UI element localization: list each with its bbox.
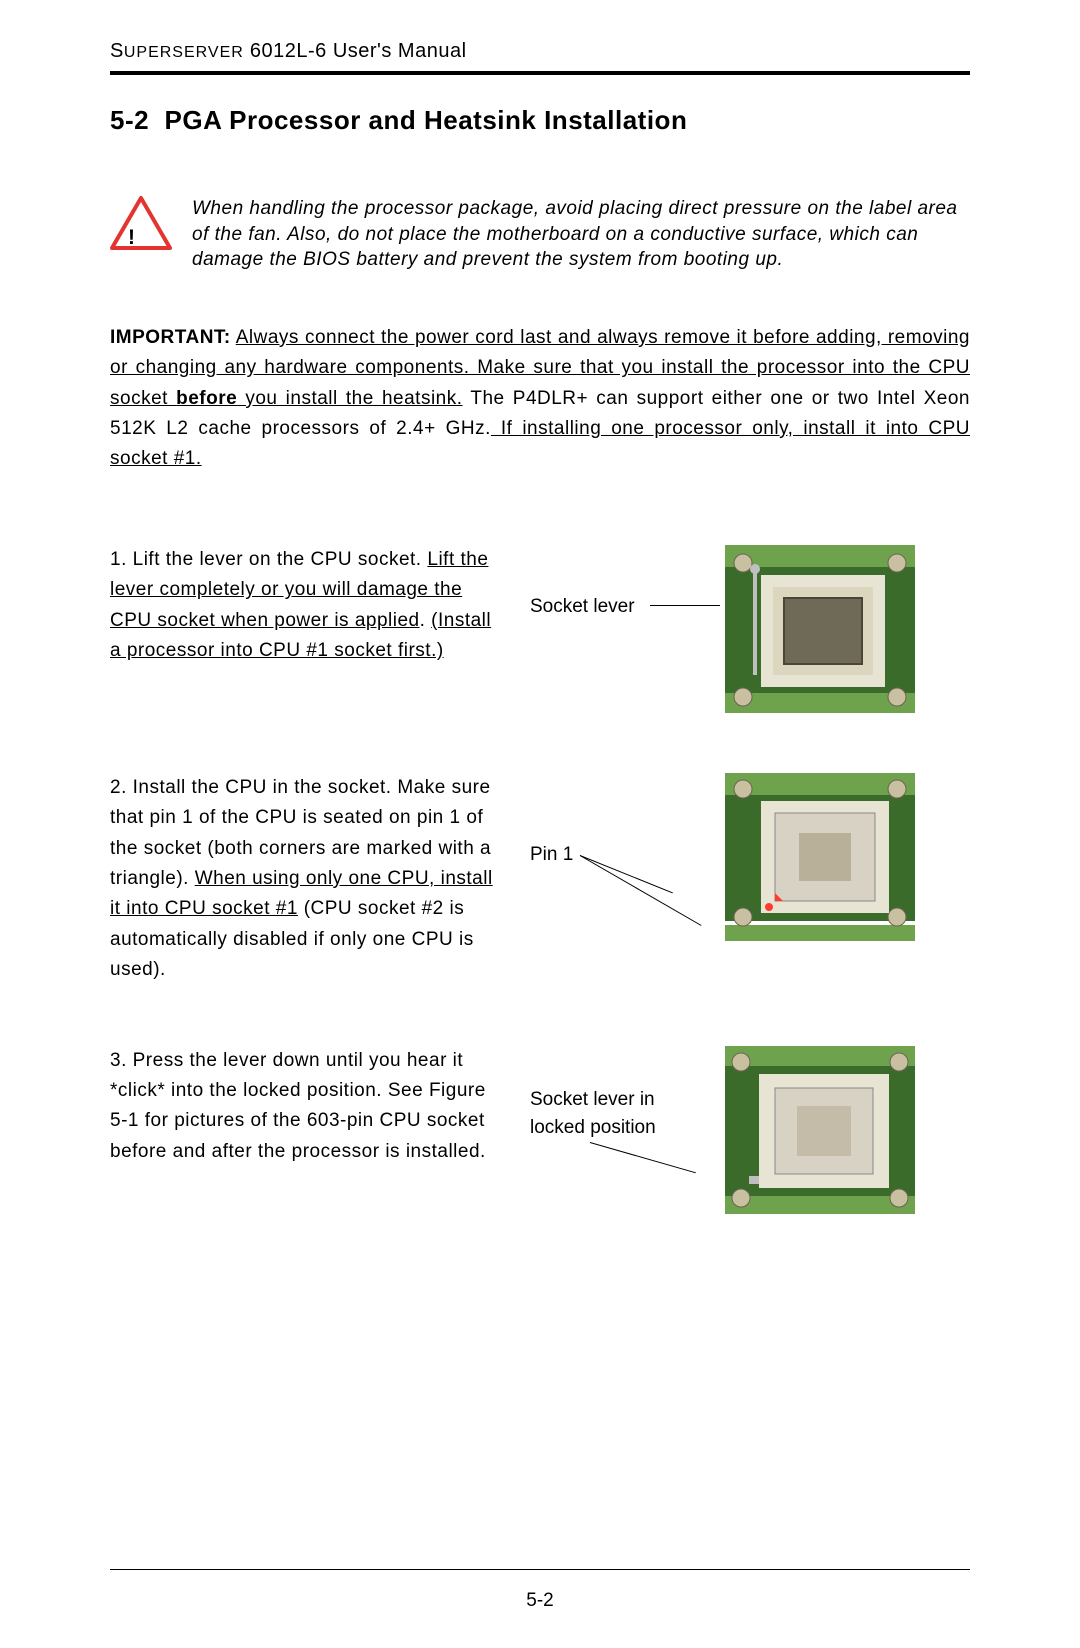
manual-header: SUPERSERVER 6012L-6 User's Manual [110,40,970,63]
leader-line-2b [580,855,702,926]
leader-line-1 [650,605,720,606]
step-1-text: 1. Lift the lever on the CPU socket. Lif… [110,545,500,667]
step-1-label: Socket lever [530,596,635,617]
step-2-image [725,773,915,941]
step-1-image [725,545,915,713]
important-paragraph: IMPORTANT: Always connect the power cord… [110,323,970,475]
warning-text: When handling the processor package, avo… [192,196,970,273]
important-plain2: you install the heatsink. [237,388,462,409]
leader-line-2a [580,855,673,893]
step-1-label-col: Socket lever [530,545,695,622]
step-2-label-col: Pin 1 [530,773,695,870]
cpu-socket-with-cpu-icon [725,773,915,941]
step-3-label-col: Socket lever in locked position [530,1046,695,1143]
step-3-image [725,1046,915,1214]
step3-pre: 3. Press the lever down until you hear i… [110,1050,486,1162]
footer-rule [110,1569,970,1570]
section-title: 5-2 PGA Processor and Heatsink Installat… [110,105,970,136]
step-2-row: 2. Install the CPU in the socket. Make s… [110,773,970,986]
header-rule [110,71,970,75]
leader-line-3 [590,1142,696,1173]
step1-pre: 1. Lift the lever on the CPU socket. [110,549,427,570]
page-number: 5-2 [0,1590,1080,1612]
cpu-socket-locked-icon [725,1046,915,1214]
step-1-row: 1. Lift the lever on the CPU socket. Lif… [110,545,970,713]
step-2-text: 2. Install the CPU in the socket. Make s… [110,773,500,986]
section-name: PGA Processor and Heatsink Installation [165,105,688,135]
step-3-label: Socket lever in locked position [530,1089,656,1139]
header-caps: UPERSERVER [124,44,244,61]
step-3-row: 3. Press the lever down until you hear i… [110,1046,970,1214]
step-2-label: Pin 1 [530,844,573,865]
svg-text:!: ! [128,226,135,249]
important-label: IMPORTANT: [110,327,231,348]
warning-triangle-icon: ! [110,196,172,252]
step1-mid: . [420,610,432,631]
step-3-text: 3. Press the lever down until you hear i… [110,1046,500,1168]
cpu-socket-empty-icon [725,545,915,713]
header-prefix: S [110,40,124,62]
warning-block: ! When handling the processor package, a… [110,196,970,273]
important-before: before [176,388,237,409]
header-rest: 6012L-6 User's Manual [244,40,467,62]
section-number: 5-2 [110,105,149,135]
